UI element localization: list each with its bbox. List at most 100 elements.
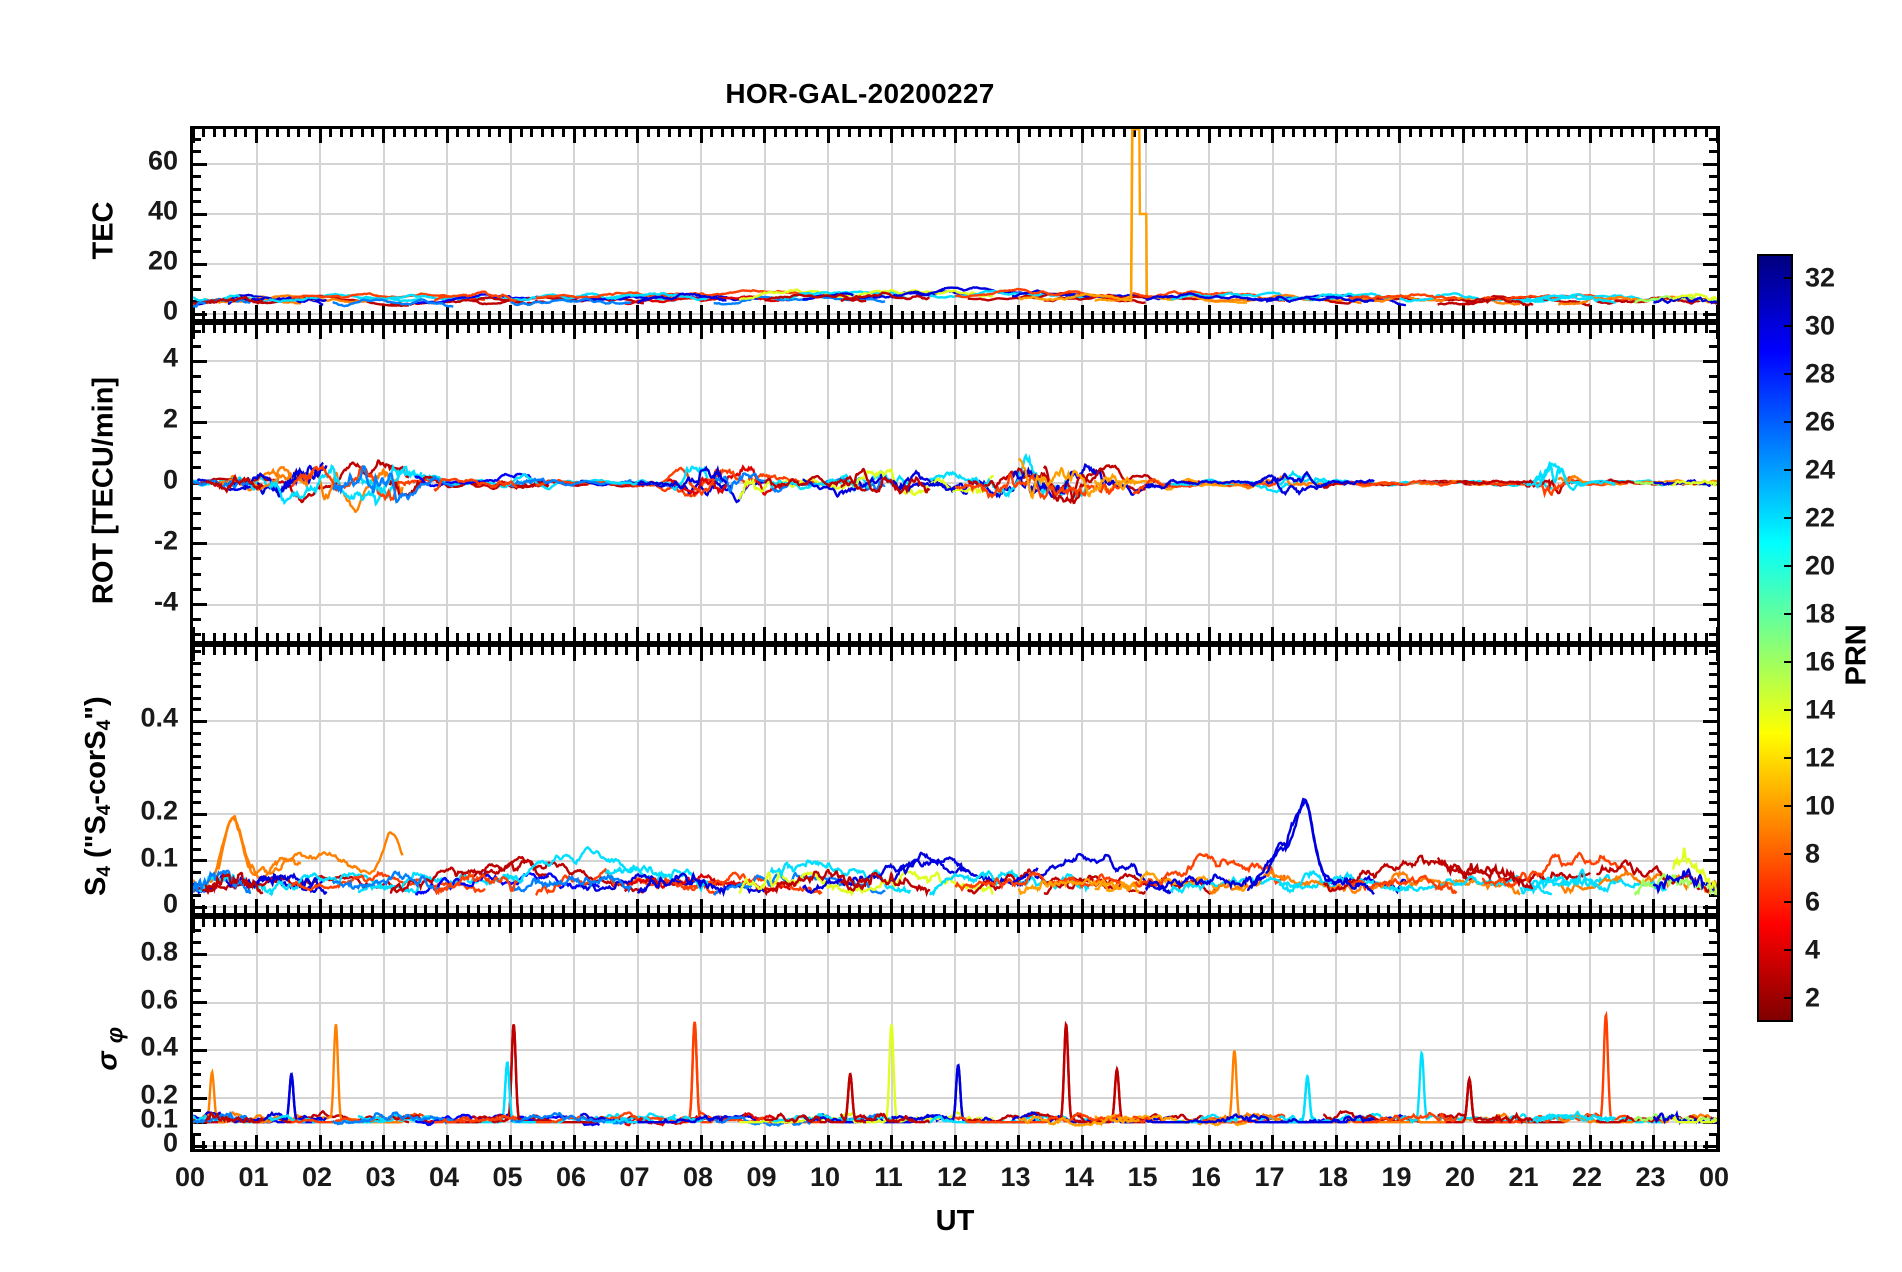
x-tick-mark <box>445 919 449 933</box>
x-tick-mark <box>964 311 968 319</box>
data-arc <box>1482 1010 1629 1124</box>
x-tick-mark <box>1334 919 1338 933</box>
x-tick-mark <box>1122 919 1126 927</box>
x-tick-mark <box>953 325 957 339</box>
x-tick-mark <box>1080 627 1084 641</box>
x-tick-mark <box>1641 633 1645 641</box>
x-tick-mark <box>371 919 375 927</box>
x-tick-mark <box>360 325 364 333</box>
data-arc <box>1043 1020 1216 1124</box>
y-tick-mark <box>193 329 201 333</box>
y-tick-mark <box>1709 287 1717 291</box>
y-tick-mark <box>1709 405 1717 409</box>
x-tick-mark <box>1249 905 1253 913</box>
x-tick-mark <box>477 905 481 913</box>
x-tick-mark <box>625 919 629 927</box>
x-tick-mark <box>815 129 819 137</box>
x-tick-label: 05 <box>492 1162 523 1192</box>
x-tick-mark <box>1514 905 1518 913</box>
x-tick-mark <box>1069 1141 1073 1149</box>
colorbar-tick-label: 20 <box>1805 550 1836 581</box>
data-arc <box>1094 129 1248 305</box>
x-tick-mark <box>879 919 883 927</box>
y-tick-mark <box>193 237 201 241</box>
x-tick-mark <box>1440 129 1444 137</box>
x-tick-mark <box>1440 633 1444 641</box>
gridline-vertical <box>636 919 639 1149</box>
x-tick-mark <box>1027 633 1031 641</box>
x-tick-mark <box>1567 311 1571 319</box>
x-tick-mark <box>847 1141 851 1149</box>
x-tick-mark <box>995 647 999 655</box>
x-tick-mark <box>487 311 491 319</box>
data-arc <box>840 291 930 302</box>
gridline-vertical <box>1335 919 1337 1149</box>
x-tick-mark <box>1673 919 1677 927</box>
x-tick-mark <box>1260 129 1264 137</box>
data-arc <box>1399 1049 1553 1124</box>
x-tick-mark <box>403 647 407 655</box>
y-tick-mark <box>193 420 207 424</box>
x-tick-mark <box>974 1141 978 1149</box>
x-tick-mark <box>1630 633 1634 641</box>
data-arc <box>433 477 518 492</box>
gridline-vertical <box>763 129 766 319</box>
x-tick-mark <box>1419 647 1423 655</box>
x-tick-mark <box>466 325 470 333</box>
x-tick-mark <box>350 129 354 137</box>
x-tick-mark <box>625 325 629 333</box>
data-arc <box>1018 1115 1140 1127</box>
x-tick-label: 22 <box>1571 1162 1603 1192</box>
x-tick-mark <box>530 905 534 913</box>
x-tick-mark <box>1683 129 1687 137</box>
x-tick-mark <box>614 633 618 641</box>
data-arc <box>217 816 404 880</box>
y-tick-label: 0 <box>162 295 178 326</box>
x-tick-mark <box>784 647 788 655</box>
x-tick-mark <box>826 647 830 661</box>
x-tick-mark <box>636 1135 639 1149</box>
x-tick-mark <box>1525 919 1528 933</box>
x-tick-mark <box>710 311 714 319</box>
x-tick-mark <box>805 647 809 655</box>
x-tick-mark <box>879 647 883 655</box>
x-tick-mark <box>1366 1141 1370 1149</box>
x-tick-mark <box>307 919 311 927</box>
x-tick-mark <box>519 905 523 913</box>
x-tick-mark <box>1017 325 1020 339</box>
x-tick-mark <box>1345 1141 1349 1149</box>
x-tick-mark <box>1673 311 1677 319</box>
x-tick-mark <box>815 633 819 641</box>
x-tick-mark <box>1609 311 1613 319</box>
x-tick-mark <box>773 1141 777 1149</box>
x-tick-mark <box>1429 633 1433 641</box>
x-tick-mark <box>995 905 999 913</box>
x-tick-mark <box>1165 129 1169 137</box>
x-tick-mark <box>530 647 534 655</box>
gridline-vertical <box>1462 647 1464 913</box>
x-tick-mark <box>392 129 396 137</box>
y-tick-mark <box>1709 708 1717 712</box>
x-tick-mark <box>1683 919 1687 927</box>
x-tick-mark <box>572 1135 576 1149</box>
x-tick-mark <box>509 305 512 319</box>
x-tick-mark <box>339 647 343 655</box>
x-tick-mark <box>1535 919 1539 927</box>
x-tick-mark <box>1609 919 1613 927</box>
x-tick-mark <box>1292 311 1296 319</box>
x-tick-mark <box>1419 311 1423 319</box>
x-tick-mark <box>985 1141 989 1149</box>
x-tick-mark <box>466 905 470 913</box>
x-tick-mark <box>636 305 639 319</box>
x-tick-mark <box>540 919 544 927</box>
x-tick-mark <box>1387 905 1391 913</box>
x-tick-mark <box>1704 919 1708 927</box>
x-tick-mark <box>1609 325 1613 333</box>
y-tick-mark <box>1709 871 1717 875</box>
data-arc <box>1093 475 1248 495</box>
x-tick-mark <box>858 647 862 655</box>
x-tick-mark <box>1641 311 1645 319</box>
x-tick-mark <box>202 647 206 655</box>
data-arc <box>1520 1113 1667 1124</box>
x-tick-mark <box>911 919 915 927</box>
